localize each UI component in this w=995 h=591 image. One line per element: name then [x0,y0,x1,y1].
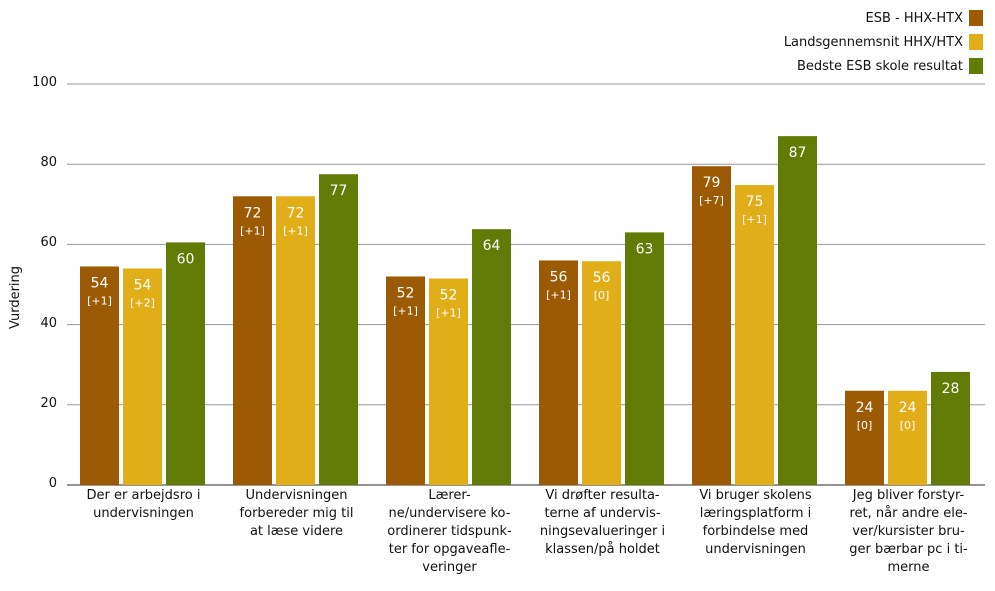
x-tick-label: Vi bruger skolens læringsplatform i forb… [699,488,812,557]
data-label-change: [0] [594,289,610,302]
bar-2-6 [888,390,927,485]
legend-item-1: ESB - HHX-HTX [784,6,983,30]
bar-2-2 [276,196,315,485]
legend-label: ESB - HHX-HTX [865,10,963,26]
data-label-change: [+1] [742,213,767,226]
data-label-value: 72 [287,205,305,221]
legend: ESB - HHX-HTX Landsgennemsnit HHX/HTX Beds… [784,6,983,78]
data-label-value: 28 [942,381,960,397]
data-label-change: [+1] [240,224,265,237]
data-label-change: [+1] [87,294,112,307]
data-label-change: [0] [857,419,873,432]
data-label-value: 79 [703,175,721,191]
data-label-value: 24 [899,400,917,416]
bar-3-6 [931,371,970,485]
y-tick-label: 0 [48,476,57,491]
bar-2-4 [582,261,621,485]
data-label-value: 56 [550,269,568,285]
bar-3-1 [166,242,205,485]
bar-1-5 [692,166,731,485]
legend-swatch [969,10,983,26]
data-label-value: 52 [440,287,458,303]
bar-3-4 [625,232,664,485]
bar-1-3 [386,276,425,485]
data-label-value: 54 [91,275,109,291]
data-label-value: 75 [746,194,764,210]
bar-1-1 [80,266,119,485]
data-label-change: [+7] [699,194,724,207]
y-tick-label: 80 [40,155,57,171]
y-tick-label: 100 [32,75,57,90]
data-label-change: [+2] [130,296,155,309]
bar-3-2 [319,174,358,485]
data-label-value: 54 [134,277,152,293]
y-tick-label: 20 [40,395,57,411]
data-label-change: [+1] [546,288,571,301]
data-label-value: 72 [244,205,262,221]
data-label-value: 56 [593,270,611,286]
data-label-value: 63 [636,241,654,257]
data-label-change: [+1] [393,304,418,317]
data-label-change: [+1] [436,306,461,319]
data-label-value: 77 [330,183,348,199]
x-tick-label: Der er arbejdsro i undervisningen [86,488,201,521]
bar-1-2 [233,196,272,485]
bar-3-3 [472,229,511,485]
data-label-value: 64 [483,238,501,254]
bar-2-5 [735,185,774,485]
x-tick-label: Vi drøfter resulta- terne af undervis- n… [539,488,666,557]
bar-2-1 [123,268,162,485]
x-tick-label: Undervisningen forbereder mig til at læs… [239,488,354,539]
bar-1-4 [539,260,578,485]
data-label-value: 24 [856,400,874,416]
bar-1-6 [845,390,884,485]
data-label-value: 52 [397,285,415,301]
bar-2-3 [429,278,468,485]
legend-swatch [969,58,983,74]
data-label-change: [0] [900,419,916,432]
x-tick-label: Jeg bliver forstyr- ret, når andre ele- … [849,488,968,575]
legend-item-3: Bedste ESB skole resultat [784,54,983,78]
legend-label: Bedste ESB skole resultat [796,58,963,74]
x-tick-label: Lærer- ne/undervisere ko- ordinerer tids… [387,488,512,575]
data-label-value: 60 [177,251,195,267]
data-label-change: [+1] [283,224,308,237]
y-tick-label: 40 [40,315,57,331]
y-tick-label: 60 [40,235,57,251]
legend-label: Landsgennemsnit HHX/HTX [783,34,963,50]
bar-3-5 [778,136,817,485]
legend-item-2: Landsgennemsnit HHX/HTX [784,30,983,54]
legend-swatch [969,34,983,50]
data-label-value: 87 [789,145,807,161]
